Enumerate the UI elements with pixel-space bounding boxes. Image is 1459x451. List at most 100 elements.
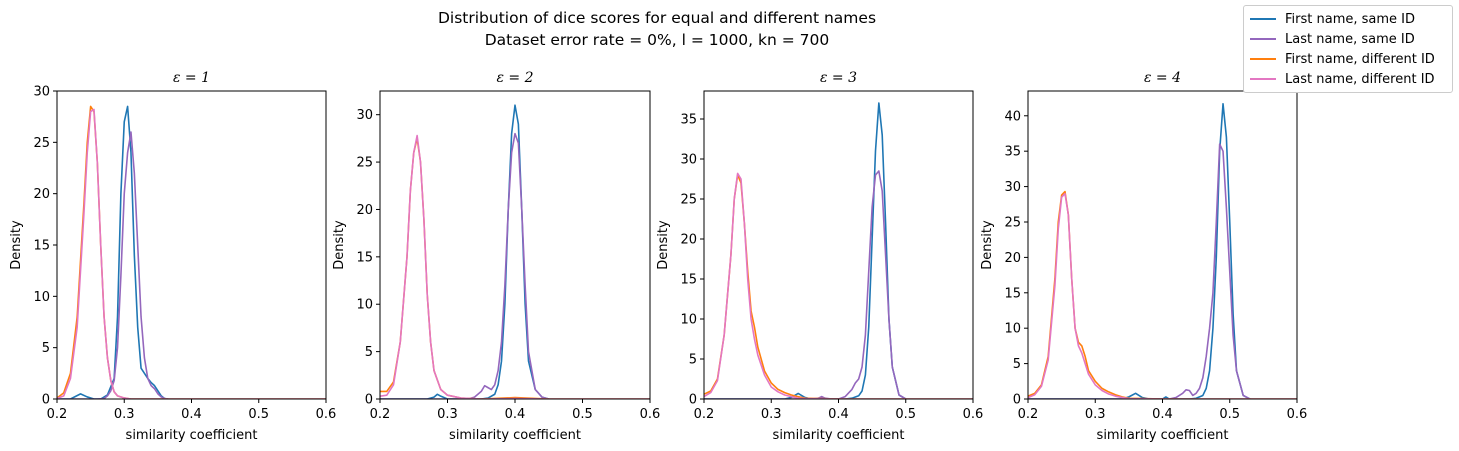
y-tick-label: 20 <box>356 203 373 218</box>
y-tick-label: 5 <box>689 353 697 368</box>
figure-title: Distribution of dice scores for equal an… <box>437 9 877 27</box>
x-tick-label: 0.2 <box>1018 407 1039 422</box>
series-line <box>380 137 650 399</box>
subplot-title: ε = 1 <box>173 70 210 86</box>
y-tick-label: 0 <box>42 393 50 408</box>
legend-label: First name, different ID <box>1285 51 1435 67</box>
x-tick-label: 0.5 <box>248 407 269 422</box>
series-line <box>1028 102 1251 399</box>
subplot: 0.2 0.3 0.4 0.5 0.6 0 5 10 15 20 25 30 similarity co… <box>332 70 660 443</box>
x-tick-label: 0.4 <box>181 407 202 422</box>
legend-item: First name, same ID <box>1250 9 1446 29</box>
y-tick-label: 30 <box>1004 180 1021 195</box>
x-axis-label: similarity coefficient <box>126 428 258 443</box>
y-tick-label: 35 <box>680 113 697 128</box>
x-tick-label: 0.5 <box>1219 407 1240 422</box>
legend: First name, same ID Last name, same ID F… <box>1243 5 1453 93</box>
series-line <box>380 134 650 399</box>
subplot-title: ε = 3 <box>820 70 857 86</box>
y-tick-label: 25 <box>356 156 373 171</box>
series-line <box>704 172 973 399</box>
y-tick-label: 0 <box>1013 393 1021 408</box>
y-tick-label: 30 <box>680 153 697 168</box>
axes-frame <box>703 90 974 400</box>
x-axis-label: similarity coefficient <box>1097 428 1229 443</box>
legend-label: First name, same ID <box>1285 11 1415 27</box>
y-tick-label: 5 <box>1013 357 1021 372</box>
series-group <box>57 105 326 399</box>
series-line <box>704 170 907 399</box>
y-tick-label: 35 <box>1004 145 1021 160</box>
series-line <box>704 174 973 399</box>
x-tick-label: 0.4 <box>505 407 526 422</box>
x-tick-label: 0.4 <box>828 407 849 422</box>
y-tick-label: 20 <box>33 187 50 202</box>
legend-swatch <box>1250 78 1276 80</box>
y-tick-label: 15 <box>680 273 697 288</box>
figure-subtitle: Dataset error rate = 0%, l = 1000, kn = … <box>484 31 830 49</box>
series-line <box>704 102 907 399</box>
y-tick-label: 10 <box>1004 322 1021 337</box>
series-line <box>57 131 169 399</box>
y-tick-label: 25 <box>1004 215 1021 230</box>
y-tick-label: 5 <box>42 341 50 356</box>
x-tick-label: 0.6 <box>963 407 984 422</box>
y-axis-label: Density <box>9 220 24 270</box>
axes-frame <box>56 90 327 400</box>
legend-label: Last name, same ID <box>1285 31 1415 47</box>
y-axis-label: Density <box>656 220 671 270</box>
subplot-title: ε = 2 <box>496 70 533 86</box>
x-tick-label: 0.3 <box>1085 407 1106 422</box>
x-tick-label: 0.5 <box>572 407 593 422</box>
x-tick-label: 0.6 <box>316 407 337 422</box>
x-tick-label: 0.6 <box>640 407 661 422</box>
x-tick-label: 0.5 <box>895 407 916 422</box>
y-tick-label: 0 <box>689 393 697 408</box>
series-line <box>1028 192 1297 399</box>
x-tick-label: 0.2 <box>694 407 715 422</box>
series-group <box>704 102 973 399</box>
legend-label: Last name, different ID <box>1285 71 1435 87</box>
series-group <box>1028 102 1297 399</box>
y-tick-label: 0 <box>365 393 373 408</box>
y-tick-label: 10 <box>33 290 50 305</box>
subplot-title: ε = 4 <box>1144 70 1181 86</box>
subplot: 0.2 0.3 0.4 0.5 0.6 0 5 10 15 20 25 30 similarity co… <box>9 70 336 443</box>
y-tick-label: 15 <box>1004 286 1021 301</box>
y-tick-label: 25 <box>33 136 50 151</box>
y-tick-label: 15 <box>33 239 50 254</box>
y-tick-label: 5 <box>365 345 373 360</box>
y-tick-label: 30 <box>356 108 373 123</box>
y-tick-label: 10 <box>356 298 373 313</box>
y-tick-label: 40 <box>1004 109 1021 124</box>
y-tick-label: 20 <box>680 233 697 248</box>
legend-swatch <box>1250 18 1276 20</box>
y-tick-label: 15 <box>356 250 373 265</box>
x-axis-label: similarity coefficient <box>449 428 581 443</box>
x-tick-label: 0.3 <box>437 407 458 422</box>
series-group <box>380 104 650 399</box>
legend-item: First name, different ID <box>1250 49 1446 69</box>
series-line <box>380 132 550 399</box>
y-tick-label: 20 <box>1004 251 1021 266</box>
series-line <box>57 108 326 399</box>
legend-swatch <box>1250 38 1276 40</box>
y-tick-label: 25 <box>680 193 697 208</box>
subplot: 0.2 0.3 0.4 0.5 0.6 0 5 10 15 20 25 30 35 40 similarit… <box>980 70 1307 443</box>
y-axis-label: Density <box>980 220 995 270</box>
subplot: 0.2 0.3 0.4 0.5 0.6 0 5 10 15 20 25 30 35 similarity … <box>656 70 983 443</box>
y-axis-label: Density <box>332 220 347 270</box>
legend-item: Last name, same ID <box>1250 29 1446 49</box>
y-tick-label: 30 <box>33 85 50 100</box>
y-tick-label: 10 <box>680 313 697 328</box>
x-tick-label: 0.4 <box>1152 407 1173 422</box>
series-line <box>1028 143 1251 399</box>
x-tick-label: 0.6 <box>1287 407 1308 422</box>
legend-item: Last name, different ID <box>1250 69 1446 89</box>
x-tick-label: 0.3 <box>114 407 135 422</box>
x-tick-label: 0.2 <box>370 407 391 422</box>
x-axis-label: similarity coefficient <box>773 428 905 443</box>
x-tick-label: 0.2 <box>47 407 68 422</box>
axes-frame <box>1027 90 1298 400</box>
